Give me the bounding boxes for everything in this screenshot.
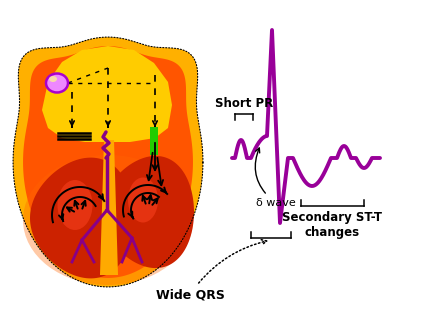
Ellipse shape — [49, 76, 57, 82]
Polygon shape — [13, 37, 203, 287]
Ellipse shape — [128, 177, 158, 222]
Polygon shape — [23, 46, 193, 278]
Text: Secondary ST-T
changes: Secondary ST-T changes — [282, 211, 382, 239]
Ellipse shape — [23, 155, 193, 285]
Text: δ wave: δ wave — [255, 148, 296, 208]
Bar — [150, 127, 158, 155]
Ellipse shape — [46, 73, 68, 93]
Text: Short PR: Short PR — [215, 97, 273, 110]
Polygon shape — [42, 46, 172, 142]
Ellipse shape — [58, 180, 92, 230]
Text: Wide QRS: Wide QRS — [156, 240, 267, 301]
Polygon shape — [102, 156, 194, 268]
Polygon shape — [30, 158, 134, 278]
Polygon shape — [100, 140, 118, 275]
